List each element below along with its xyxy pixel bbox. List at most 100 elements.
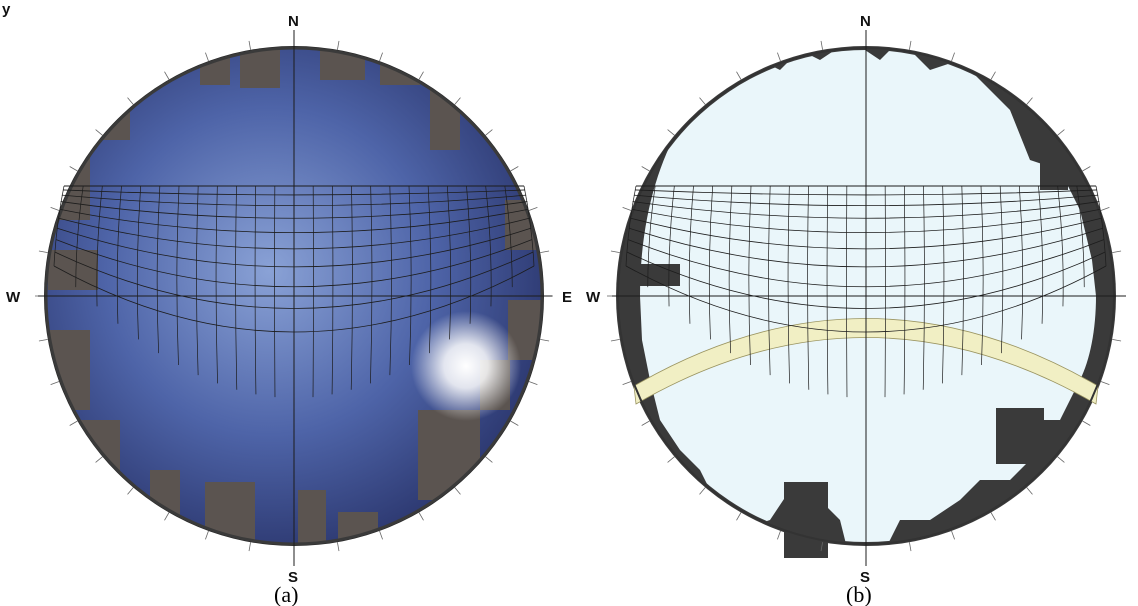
panel-a-meridian	[389, 185, 392, 376]
panel-a-meridian	[485, 185, 492, 307]
panel-b-meridian	[668, 185, 675, 307]
panel-a-tick	[50, 207, 60, 211]
panel-b-tick	[1112, 339, 1122, 342]
panel-a-fisheye-photo: N S W E (a)	[6, 13, 572, 606]
panel-b-tick	[736, 71, 742, 80]
panel-b-tick	[1112, 250, 1122, 253]
panel-b-meridian	[903, 185, 906, 395]
panel-a-west-label: W	[6, 289, 21, 306]
panel-a-meridian	[215, 185, 218, 384]
panel-a-tick	[127, 487, 134, 495]
panel-a-tick	[528, 207, 538, 211]
panel-a-south-label: S	[288, 569, 298, 586]
panel-b-meridian	[768, 185, 771, 376]
panel-b-tick	[1026, 97, 1033, 105]
panel-b-meridian	[1038, 185, 1044, 324]
panel-b-tick	[667, 129, 675, 136]
panel-b-tick	[610, 339, 620, 342]
panel-b-tick	[820, 542, 823, 552]
panel-b-meridian	[688, 185, 694, 324]
panel-b-tick	[1100, 381, 1110, 385]
panel-b-tick	[699, 97, 706, 105]
panel-a-north-label: N	[288, 13, 299, 30]
panel-b-tick	[667, 456, 675, 463]
panel-a-meridian	[235, 185, 238, 390]
panel-b-south-label: S	[860, 569, 870, 586]
panel-b-tick	[699, 487, 706, 495]
panel-b-tick	[1100, 207, 1110, 211]
panel-b-tick	[777, 52, 781, 62]
panel-a-tick	[418, 71, 424, 80]
panel-b-north-label: N	[860, 13, 871, 30]
panel-b-meridian	[708, 185, 714, 340]
panel-a-tick	[248, 542, 251, 552]
panel-b-meridian	[728, 185, 733, 354]
panel-a-tick	[38, 339, 48, 342]
panel-a-tick	[540, 250, 550, 253]
panel-b-tick	[1057, 456, 1065, 463]
panel-b-meridian	[787, 185, 790, 384]
panel-b-meridian	[807, 185, 810, 390]
panel-b-tick	[641, 166, 650, 172]
top-left-fragment: y	[2, 1, 11, 18]
panel-b-meridian	[1057, 185, 1064, 307]
panel-a-tick	[379, 52, 383, 62]
panel-a-meridian	[136, 185, 142, 340]
panel-a-tick	[485, 129, 493, 136]
panel-a-tick	[337, 40, 340, 50]
panel-a-meridian	[331, 185, 334, 395]
panel-a-tick	[205, 52, 209, 62]
panel-b-meridian	[647, 185, 656, 288]
panel-b-sky-mask: N S W (b)	[586, 13, 1126, 606]
panel-a-tick	[379, 530, 383, 540]
panel-a-meridian	[254, 185, 257, 395]
panel-b-tick	[736, 512, 742, 521]
panel-a-tick	[418, 512, 424, 521]
panel-a-meridian	[523, 185, 535, 267]
panel-a-caption: (a)	[274, 582, 298, 606]
panel-b-meridian	[1095, 185, 1107, 267]
panel-b-tick	[777, 530, 781, 540]
panel-b-meridian	[748, 185, 752, 366]
panel-a-tick	[337, 542, 340, 552]
panel-a-meridian	[156, 185, 161, 354]
panel-b-tick	[1026, 487, 1033, 495]
panel-a-tick	[50, 381, 60, 385]
panel-b-meridian	[826, 185, 829, 395]
panel-a-tick	[510, 166, 519, 172]
sun-glare	[411, 311, 521, 421]
panel-b-meridian	[922, 185, 925, 390]
panel-a-meridian	[96, 185, 103, 307]
panel-b-tick	[951, 530, 955, 540]
panel-b-tick	[622, 381, 632, 385]
panel-b-meridian	[999, 185, 1004, 354]
panel-b-tick	[1082, 420, 1091, 426]
panel-a-tick	[95, 129, 103, 136]
panel-a-tick	[95, 456, 103, 463]
panel-a-east-label: E	[562, 289, 572, 306]
panel-b-tick	[1057, 129, 1065, 136]
panel-a-meridian	[466, 185, 472, 324]
panel-a-meridian	[75, 185, 84, 288]
panel-a-tick	[38, 250, 48, 253]
panel-b-meridian	[980, 185, 984, 366]
panel-a-meridian	[116, 185, 122, 324]
panel-b-tick	[909, 40, 912, 50]
panel-a-meridian	[350, 185, 353, 390]
panel-a-tick	[540, 339, 550, 342]
panel-a-tick	[69, 420, 78, 426]
panel-a-meridian	[427, 185, 432, 354]
panel-a-tick	[248, 40, 251, 50]
panel-b-tick	[990, 512, 996, 521]
panel-b-tick	[610, 250, 620, 253]
panel-b-west-label: W	[586, 289, 601, 306]
panel-b-meridian	[942, 185, 945, 384]
panel-a-meridian	[446, 185, 452, 340]
panel-b-tick	[622, 207, 632, 211]
panel-a-tick	[454, 487, 461, 495]
panel-b-meridian	[1076, 185, 1085, 288]
panel-b-tick	[909, 542, 912, 552]
panel-b-caption: (b)	[846, 582, 872, 606]
panel-a-tick	[164, 71, 170, 80]
